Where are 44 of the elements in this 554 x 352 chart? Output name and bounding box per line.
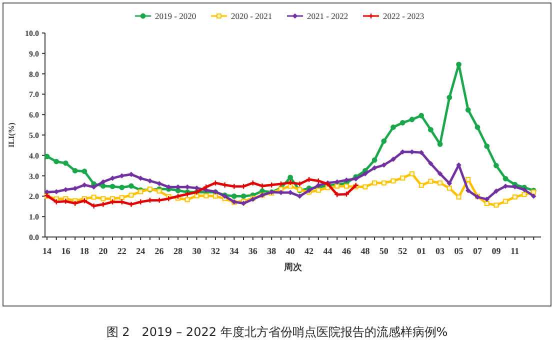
x-tick-label: 48 [360, 246, 370, 256]
y-tick-label: 1.0 [29, 212, 39, 222]
y-tick-label: 9.0 [29, 49, 39, 58]
text: 图 2 2019 – 2022 年度北方省份哨点医院报告的流感样病例% [106, 325, 448, 339]
x-tick-label: 44 [323, 246, 333, 256]
x-tick-label: 30 [192, 246, 202, 256]
x-tick-label: 40 [286, 246, 296, 256]
x-tick-label: 28 [174, 246, 184, 256]
x-tick-label: 32 [210, 246, 220, 256]
y-tick-label: 2.0 [29, 192, 39, 202]
x-tick-label: 09 [492, 246, 502, 256]
y-tick-label: 8.0 [29, 70, 39, 79]
x-tick-label: 07 [472, 246, 482, 256]
y-axis-title: ILI(%) [7, 122, 16, 148]
x-tick-label: 50 [379, 246, 389, 256]
x-tick-label: 03 [436, 246, 446, 256]
y-tick-label: 10.0 [25, 29, 39, 38]
x-tick-label: 46 [342, 246, 352, 256]
y-tick-label: 6.0 [29, 110, 39, 120]
x-tick-label: 42 [304, 246, 314, 256]
x-tick-label: 22 [117, 246, 127, 256]
x-tick-label: 38 [267, 246, 277, 256]
legend-label: 2019 - 2020 [155, 11, 196, 21]
x-tick-label: 24 [136, 246, 146, 256]
legend-label: 2022 - 2023 [383, 11, 424, 21]
y-tick-label: 4.0 [29, 151, 39, 160]
x-tick-label: 05 [454, 246, 464, 256]
x-tick-label: 14 [42, 246, 52, 256]
x-tick-label: 16 [61, 246, 71, 256]
x-tick-label: 52 [398, 246, 408, 256]
y-tick-label: 7.0 [29, 90, 39, 100]
y-tick-label: 0.0 [29, 233, 39, 242]
x-tick-label: 36 [248, 246, 258, 256]
x-tick-label: 01 [416, 246, 426, 256]
x-tick-label: 20 [98, 246, 108, 256]
x-axis-title: 周次 [283, 262, 303, 272]
x-tick-label: 11 [510, 246, 520, 256]
y-tick-label: 5.0 [29, 131, 39, 140]
x-tick-label: 26 [154, 246, 164, 256]
x-tick-label: 34 [230, 246, 240, 256]
y-tick-label: 3.0 [29, 172, 39, 181]
x-tick-label: 18 [80, 246, 90, 256]
legend-label: 2020 - 2021 [231, 11, 272, 21]
legend-label: 2021 - 2022 [307, 11, 348, 21]
